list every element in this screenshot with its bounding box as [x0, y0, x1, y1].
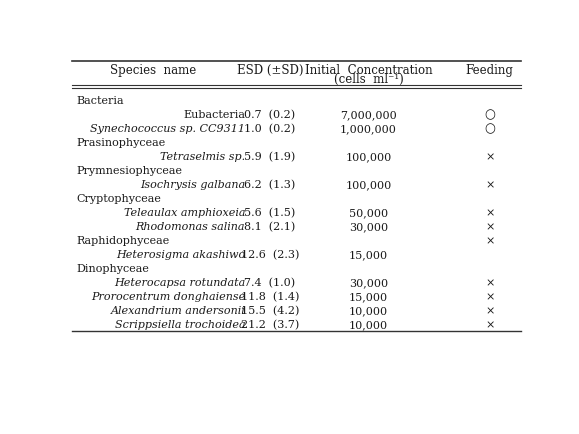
Text: Heterocapsa rotundata: Heterocapsa rotundata — [114, 278, 245, 288]
Text: (cells  ml⁻¹): (cells ml⁻¹) — [334, 73, 404, 86]
Text: 5.6  (1.5): 5.6 (1.5) — [244, 207, 295, 218]
Text: Bacteria: Bacteria — [77, 96, 124, 106]
Text: 100,000: 100,000 — [346, 152, 391, 162]
Text: 15.5  (4.2): 15.5 (4.2) — [241, 306, 299, 316]
Text: Prorocentrum donghaiense: Prorocentrum donghaiense — [91, 292, 245, 302]
Text: Rhodomonas salina: Rhodomonas salina — [135, 222, 245, 232]
Text: 50,000: 50,000 — [349, 208, 388, 217]
Text: Scrippsiella trochoidea: Scrippsiella trochoidea — [115, 319, 245, 329]
Text: ×: × — [485, 292, 494, 302]
Text: Raphidophyceae: Raphidophyceae — [77, 236, 170, 246]
Text: 11.8  (1.4): 11.8 (1.4) — [241, 291, 299, 302]
Text: ×: × — [485, 278, 494, 288]
Text: ×: × — [485, 208, 494, 217]
Text: 100,000: 100,000 — [346, 180, 391, 190]
Text: 15,000: 15,000 — [349, 250, 388, 260]
Text: 6.2  (1.3): 6.2 (1.3) — [244, 180, 295, 190]
Text: Species  name: Species name — [110, 64, 196, 77]
Text: 5.9  (1.9): 5.9 (1.9) — [244, 151, 295, 162]
Text: ESD (±SD): ESD (±SD) — [237, 64, 303, 77]
Text: ×: × — [485, 180, 494, 190]
Text: ○: ○ — [484, 108, 495, 121]
Text: Tetraselmis sp.: Tetraselmis sp. — [160, 152, 245, 162]
Text: 21.2  (3.7): 21.2 (3.7) — [241, 319, 299, 330]
Text: Alexandrium andersonii: Alexandrium andersonii — [111, 306, 245, 316]
Text: Eubacteria: Eubacteria — [183, 110, 245, 120]
Text: Prymnesiophyceae: Prymnesiophyceae — [77, 166, 183, 176]
Text: 8.1  (2.1): 8.1 (2.1) — [244, 221, 295, 232]
Text: 12.6  (2.3): 12.6 (2.3) — [241, 250, 299, 260]
Text: 30,000: 30,000 — [349, 278, 388, 288]
Text: Prasinophyceae: Prasinophyceae — [77, 138, 166, 148]
Text: Dinophyceae: Dinophyceae — [77, 263, 150, 273]
Text: ×: × — [485, 236, 494, 246]
Text: Cryptophyceae: Cryptophyceae — [77, 194, 162, 204]
Text: 1,000,000: 1,000,000 — [340, 124, 397, 134]
Text: 10,000: 10,000 — [349, 306, 388, 316]
Text: Heterosigma akashiwo: Heterosigma akashiwo — [116, 250, 245, 260]
Text: 7.4  (1.0): 7.4 (1.0) — [244, 277, 295, 288]
Text: 1.0  (0.2): 1.0 (0.2) — [244, 124, 295, 134]
Text: Initial  Concentration: Initial Concentration — [305, 64, 433, 77]
Text: Isochrysis galbana: Isochrysis galbana — [140, 180, 245, 190]
Text: Synechococcus sp. CC9311: Synechococcus sp. CC9311 — [90, 124, 245, 134]
Text: ×: × — [485, 319, 494, 329]
Text: 10,000: 10,000 — [349, 319, 388, 329]
Text: ×: × — [485, 152, 494, 162]
Text: ×: × — [485, 222, 494, 232]
Text: Teleaulax amphioxeia: Teleaulax amphioxeia — [124, 208, 245, 217]
Text: 30,000: 30,000 — [349, 222, 388, 232]
Text: 15,000: 15,000 — [349, 292, 388, 302]
Text: ×: × — [485, 306, 494, 316]
Text: 7,000,000: 7,000,000 — [340, 110, 397, 120]
Text: ○: ○ — [484, 122, 495, 135]
Text: Feeding: Feeding — [466, 64, 514, 77]
Text: 0.7  (0.2): 0.7 (0.2) — [244, 110, 295, 120]
